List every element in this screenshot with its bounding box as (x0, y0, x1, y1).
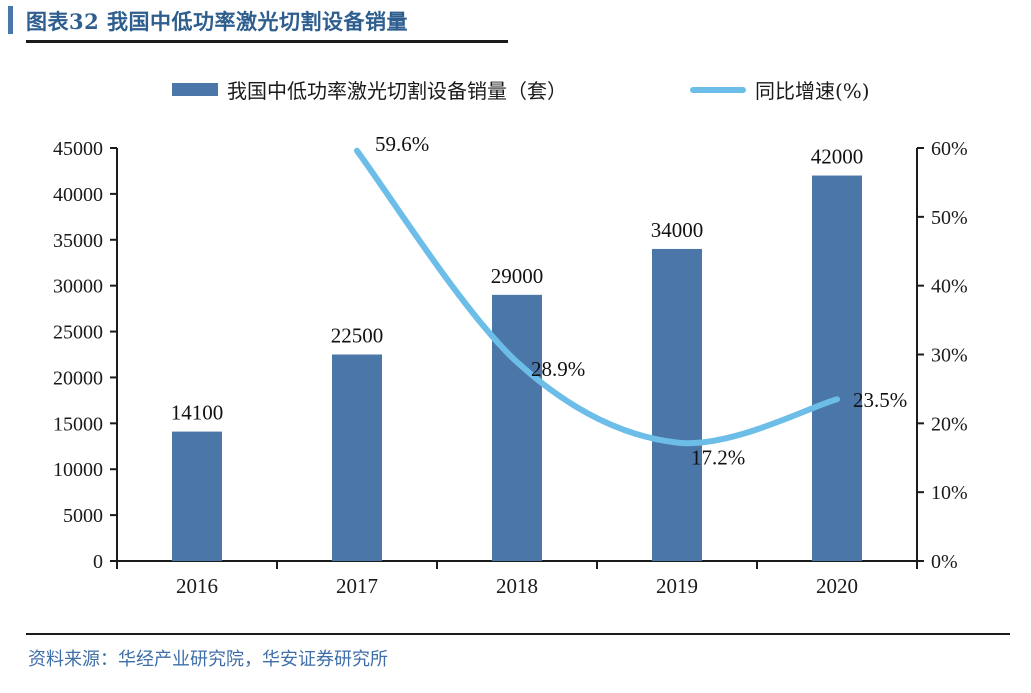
x-axis-tick-label: 2016 (176, 574, 218, 598)
bar-series-group (172, 175, 862, 562)
left-axis-tick-label: 5000 (63, 505, 103, 527)
figure-header: 图表32 我国中低功率激光切割设备销量 (0, 0, 1031, 46)
chart-legend: 我国中低功率激光切割设备销量（套） 同比增速(%) (0, 72, 1031, 110)
right-axis-tick-label: 40% (931, 276, 968, 298)
left-axis-tick-label: 0 (93, 551, 103, 573)
growth-value-label: 23.5% (853, 388, 907, 412)
left-axis-tick-label: 45000 (53, 138, 103, 160)
x-axis-group: 2016 2017 2018 2019 2020 (116, 560, 918, 598)
bar[interactable] (172, 431, 222, 561)
legend-swatch-line-icon (690, 86, 746, 93)
left-axis-group: 0 5000 10000 15000 20000 25000 30000 35000 40000… (53, 138, 118, 573)
bar[interactable] (812, 175, 862, 562)
bar-value-label: 34000 (651, 218, 704, 242)
x-axis-tick-label: 2019 (656, 574, 698, 598)
left-axis-tick-label: 25000 (53, 322, 103, 344)
growth-value-label: 28.9% (531, 357, 585, 381)
x-axis-tick-label: 2018 (496, 574, 538, 598)
left-axis-tick-label: 20000 (53, 367, 103, 389)
x-axis-tick-label: 2020 (816, 574, 858, 598)
bar[interactable] (652, 248, 702, 561)
right-axis-tick-label: 10% (931, 482, 968, 504)
legend-label-growth: 同比增速(%) (755, 79, 870, 103)
title-divider (26, 40, 508, 43)
bar[interactable] (492, 294, 542, 561)
left-axis-tick-label: 35000 (53, 230, 103, 252)
right-axis-tick-label: 50% (931, 207, 968, 229)
legend-label-sales: 我国中低功率激光切割设备销量（套） (227, 79, 567, 103)
bar-label-group: 14100 22500 29000 34000 42000 (171, 145, 864, 425)
right-axis-tick-label: 0% (931, 551, 958, 573)
line-series-group (354, 147, 840, 447)
left-axis-tick-label: 30000 (53, 276, 103, 298)
footer-divider (26, 633, 1010, 635)
bar-value-label: 14100 (171, 401, 224, 425)
right-axis-tick-label: 60% (931, 138, 968, 160)
growth-value-label: 59.6% (375, 132, 429, 156)
bar-value-label: 42000 (811, 145, 864, 169)
right-axis-group: 0% 10% 20% 30% 40% 50% 60% (916, 138, 968, 573)
left-axis-tick-label: 10000 (53, 459, 103, 481)
pct-label-group: 59.6% 28.9% 17.2% 23.5% (375, 132, 907, 470)
bar-value-label: 22500 (331, 324, 384, 348)
x-axis-tick-label: 2017 (336, 574, 378, 598)
bar[interactable] (332, 354, 382, 562)
right-axis-tick-label: 20% (931, 413, 968, 435)
legend-swatch-bar-icon (172, 83, 218, 96)
page-title: 图表32 我国中低功率激光切割设备销量 (26, 9, 409, 34)
legend-item-sales[interactable]: 我国中低功率激光切割设备销量（套） (172, 75, 567, 104)
right-axis-tick-label: 30% (931, 345, 968, 367)
bar-value-label: 29000 (491, 264, 544, 288)
source-note: 资料来源：华经产业研究院，华安证券研究所 (28, 649, 388, 670)
growth-value-label: 17.2% (691, 446, 745, 470)
left-axis-tick-label: 40000 (53, 184, 103, 206)
left-axis-tick-label: 15000 (53, 413, 103, 435)
legend-item-growth[interactable]: 同比增速(%) (690, 75, 870, 104)
title-accent-bar (8, 6, 13, 34)
growth-rate-line[interactable] (354, 147, 840, 447)
